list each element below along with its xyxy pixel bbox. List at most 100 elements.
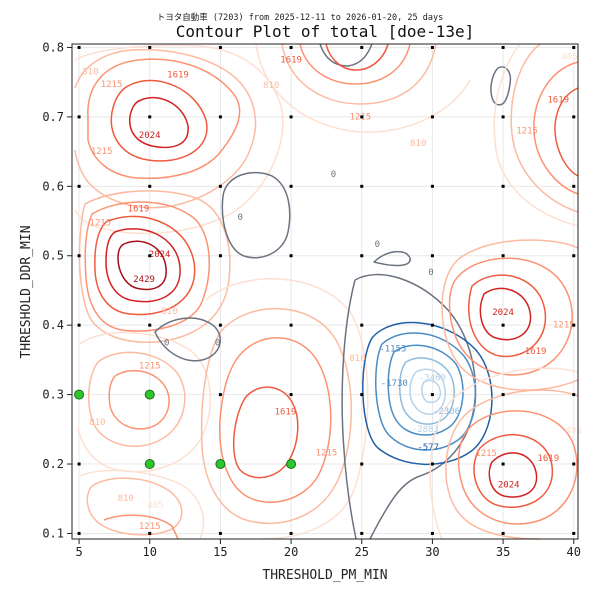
chart-title: Contour Plot of total [doe-13e]	[176, 22, 475, 41]
contour-label: -1153	[379, 344, 406, 354]
contour-line	[105, 228, 181, 303]
contour-line	[110, 79, 208, 162]
y-axis-label: THRESHOLD_DDR_MIN	[19, 225, 34, 358]
contour-label: 405	[566, 426, 582, 436]
highlight-point	[144, 459, 155, 470]
x-tick-label: 30	[425, 545, 439, 559]
sample-point	[430, 45, 434, 49]
contour-line	[108, 369, 170, 430]
contour-line	[373, 250, 411, 267]
sample-point	[430, 254, 434, 258]
sample-point	[77, 184, 81, 188]
sample-point	[572, 531, 576, 535]
contour-label: 1215	[89, 219, 111, 229]
contour-label: -2883	[412, 425, 439, 435]
x-axis-ticks: 5 10 15 20 25 30 35 40	[75, 539, 581, 559]
sample-point	[572, 323, 576, 327]
sample-point	[572, 115, 576, 119]
sample-point	[501, 462, 505, 466]
sample-point	[572, 184, 576, 188]
sample-point	[289, 531, 293, 535]
contour-line	[200, 307, 352, 524]
contour-line	[445, 389, 579, 540]
y-tick-label: 0.7	[42, 110, 64, 124]
sample-point	[572, 462, 576, 466]
contour-line	[221, 171, 291, 259]
contour-label: 1215	[553, 321, 575, 331]
contour-line	[479, 287, 532, 341]
contour-line	[488, 452, 538, 498]
sample-point	[77, 254, 81, 258]
contour-line	[84, 201, 210, 332]
contour-label: 0	[164, 339, 169, 349]
contour-label: 1215	[139, 362, 161, 372]
contour-line	[74, 44, 284, 235]
contour-label: 1619	[547, 96, 569, 106]
contour-line	[554, 87, 579, 177]
contour-label: 1619	[128, 205, 150, 215]
y-tick-label: 0.8	[42, 40, 64, 54]
contour-line	[319, 43, 373, 67]
contour-label: -1730	[381, 379, 408, 389]
contour-label: 1215	[139, 522, 161, 532]
sample-point	[360, 531, 364, 535]
contour-label: 2024	[492, 308, 514, 318]
x-tick-label: 40	[567, 545, 581, 559]
contour-line	[421, 379, 442, 404]
contour-line	[448, 257, 573, 376]
sample-point	[430, 184, 434, 188]
contour-line	[77, 331, 212, 473]
x-tick-label: 20	[284, 545, 298, 559]
sample-point	[572, 393, 576, 397]
sample-point	[289, 393, 293, 397]
contour-line	[387, 344, 464, 436]
contour-line	[94, 215, 196, 316]
gridlines	[72, 44, 578, 539]
contour-label: 1619	[280, 55, 302, 65]
sample-point	[148, 184, 152, 188]
contour-line	[117, 240, 167, 291]
sample-point	[572, 254, 576, 258]
chart-subtitle: トヨタ自動車 (7203) from 2025-12-11 to 2026-01…	[157, 12, 443, 23]
sample-point	[430, 323, 434, 327]
contour-line	[219, 337, 332, 503]
sample-point	[360, 115, 364, 119]
contour-line	[281, 43, 437, 105]
sample-point	[218, 531, 222, 535]
contour-label: 405	[561, 53, 577, 63]
contour-line	[88, 351, 186, 447]
y-tick-label: 0.2	[42, 457, 64, 471]
contour-line	[87, 58, 241, 180]
sample-point	[148, 115, 152, 119]
contour-line	[79, 469, 205, 540]
sample-point	[501, 393, 505, 397]
sample-point	[148, 323, 152, 327]
contour-label: 1215	[91, 147, 113, 157]
contour-line	[493, 43, 579, 227]
contour-label: 810	[349, 354, 365, 364]
contour-label: 810	[89, 418, 105, 428]
sample-point	[360, 462, 364, 466]
contour-label: 1215	[101, 80, 123, 90]
sample-point	[430, 531, 434, 535]
contour-line	[103, 514, 179, 540]
contour-line	[78, 190, 231, 343]
sample-point	[289, 115, 293, 119]
sample-point	[218, 393, 222, 397]
contour-line	[375, 332, 477, 451]
y-tick-label: 0.4	[42, 318, 64, 332]
sample-point	[501, 531, 505, 535]
contour-line	[510, 43, 579, 213]
contour-line	[468, 274, 547, 358]
sample-point	[148, 45, 152, 49]
sample-point	[77, 531, 81, 535]
contour-label: 2024	[149, 250, 171, 260]
x-tick-label: 10	[143, 545, 157, 559]
sample-point	[572, 45, 576, 49]
highlight-point	[144, 389, 155, 400]
contour-line	[325, 43, 389, 71]
contour-label: 810	[118, 494, 134, 504]
sample-point	[218, 323, 222, 327]
sample-point	[501, 115, 505, 119]
x-tick-label: 25	[355, 545, 369, 559]
